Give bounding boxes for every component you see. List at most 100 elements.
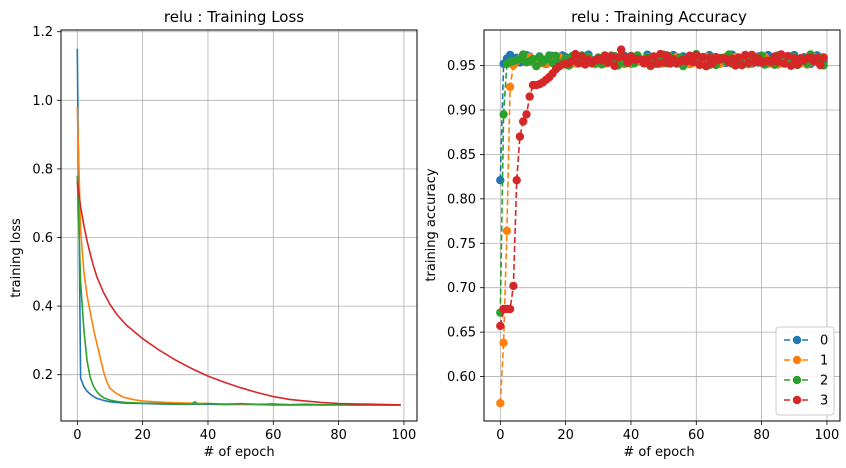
accuracy-series-3-point xyxy=(777,50,786,59)
accuracy-series-3-point xyxy=(646,60,655,70)
legend-marker-0 xyxy=(792,335,802,345)
accuracy-y-axis-label: training accuracy xyxy=(424,168,439,281)
accuracy-series-3-line xyxy=(499,47,825,327)
accuracy-series-3-point xyxy=(515,132,525,141)
accuracy-series-3-point xyxy=(522,110,531,119)
loss-y-tick-label: 1.0 xyxy=(32,94,53,109)
accuracy-x-tick-label: 0 xyxy=(496,428,504,443)
accuracy-chart-title: relu : Training Accuracy xyxy=(571,8,747,26)
loss-x-tick-label: 20 xyxy=(134,428,151,443)
accuracy-y-tick-label: 0.85 xyxy=(447,148,476,163)
accuracy-series-3-point xyxy=(773,57,783,67)
accuracy-series-3-point xyxy=(685,51,694,60)
loss-ticks: 0 20 40 60 80 100 0.2 0.4 0.6 0.8 1.0 1.2 xyxy=(32,25,416,443)
loss-x-tick-label: 40 xyxy=(200,428,217,443)
accuracy-series-3-point xyxy=(688,57,698,67)
accuracy-series-1-point xyxy=(496,399,505,408)
legend-marker-3 xyxy=(792,395,802,405)
accuracy-x-tick-label: 80 xyxy=(753,428,770,443)
accuracy-plot-frame xyxy=(483,29,841,422)
accuracy-series-3-point xyxy=(607,52,616,61)
legend-marker-2 xyxy=(792,375,802,385)
legend-label-3: 3 xyxy=(820,394,828,409)
loss-plot: relu : Training Loss # of epoch training… xyxy=(9,8,418,460)
accuracy-series-3-point xyxy=(692,51,701,60)
accuracy-series-3-point xyxy=(512,176,521,185)
accuracy-series-1-point xyxy=(505,82,515,92)
accuracy-series-2-point xyxy=(551,51,561,60)
loss-grid xyxy=(61,30,417,421)
accuracy-series-2-point xyxy=(532,61,541,71)
accuracy-series-3-point xyxy=(744,58,753,67)
accuracy-series-3 xyxy=(496,45,828,331)
loss-x-tick-label: 60 xyxy=(265,428,282,443)
accuracy-series-3-point xyxy=(728,54,737,63)
accuracy-y-tick-label: 0.75 xyxy=(447,237,476,252)
loss-chart-title: relu : Training Loss xyxy=(164,8,304,26)
loss-x-axis-label: # of epoch xyxy=(203,445,274,460)
accuracy-y-tick-label: 0.95 xyxy=(447,59,476,74)
accuracy-series-3-point xyxy=(780,59,789,68)
accuracy-y-tick-label: 0.90 xyxy=(447,103,476,118)
accuracy-series-3-point xyxy=(574,59,583,68)
accuracy-series-3-point xyxy=(509,281,518,291)
loss-plot-frame xyxy=(60,29,418,422)
accuracy-series-3-point xyxy=(701,61,711,71)
legend-label-0: 0 xyxy=(820,334,828,349)
accuracy-series-3-point xyxy=(525,92,534,101)
accuracy-series-0 xyxy=(496,50,828,185)
accuracy-series-3-point xyxy=(819,53,828,63)
accuracy-x-tick-label: 40 xyxy=(623,428,640,443)
accuracy-series-3-point xyxy=(734,53,743,62)
accuracy-series-3-point xyxy=(600,51,609,60)
accuracy-series-3-point xyxy=(568,56,577,66)
accuracy-series-3-point xyxy=(613,53,623,62)
loss-y-tick-label: 0.6 xyxy=(32,231,53,246)
accuracy-y-tick-label: 0.60 xyxy=(447,370,476,385)
accuracy-series-2-point xyxy=(499,110,508,119)
accuracy-plot: relu : Training Accuracy # of epoch trai… xyxy=(424,8,841,460)
loss-y-tick-label: 0.4 xyxy=(32,300,53,315)
accuracy-x-tick-label: 20 xyxy=(557,428,574,443)
loss-x-tick-label: 0 xyxy=(73,428,81,443)
accuracy-series-3-point xyxy=(731,61,740,70)
accuracy-series-3-point xyxy=(816,60,825,70)
legend-label-1: 1 xyxy=(820,354,828,369)
accuracy-series-3-point xyxy=(571,49,580,59)
accuracy-series-3-point xyxy=(737,60,747,70)
legend-box xyxy=(775,326,835,416)
loss-series-3-line xyxy=(76,180,401,406)
accuracy-series-2-point xyxy=(528,54,538,64)
accuracy-series-group xyxy=(496,45,828,408)
accuracy-y-tick-label: 0.70 xyxy=(447,281,476,296)
loss-x-tick-label: 80 xyxy=(330,428,347,443)
loss-y-tick-label: 0.8 xyxy=(32,162,53,177)
accuracy-y-tick-label: 0.65 xyxy=(447,326,476,341)
accuracy-series-3-point xyxy=(603,58,613,67)
accuracy-series-3-point xyxy=(783,51,792,61)
accuracy-legend: 0 1 2 3 xyxy=(775,326,835,416)
accuracy-series-3-point xyxy=(786,61,796,70)
accuracy-series-3-point xyxy=(747,50,756,59)
legend-label-2: 2 xyxy=(820,374,828,389)
loss-y-axis-label: training loss xyxy=(9,218,24,298)
accuracy-series-3-point xyxy=(610,61,619,71)
accuracy-x-tick-label: 60 xyxy=(688,428,705,443)
loss-x-tick-label: 100 xyxy=(392,428,417,443)
accuracy-series-3-point xyxy=(577,52,587,61)
accuracy-series-3-point xyxy=(519,117,528,126)
accuracy-series-2-line xyxy=(499,51,825,313)
accuracy-series-3-point xyxy=(790,54,799,63)
legend-marker-1 xyxy=(792,355,802,365)
accuracy-series-3-point xyxy=(656,49,665,59)
accuracy-series-3-point xyxy=(662,51,672,60)
loss-series-0-line xyxy=(76,48,401,407)
accuracy-y-tick-label: 0.80 xyxy=(447,192,476,207)
accuracy-series-2-point xyxy=(545,51,554,60)
accuracy-series-3-point xyxy=(659,58,668,67)
loss-y-tick-label: 0.2 xyxy=(32,368,53,383)
loss-series-1-line xyxy=(76,107,401,406)
accuracy-series-1-line xyxy=(499,55,825,404)
accuracy-series-3-point xyxy=(652,59,662,68)
accuracy-series-3-point xyxy=(496,321,505,331)
